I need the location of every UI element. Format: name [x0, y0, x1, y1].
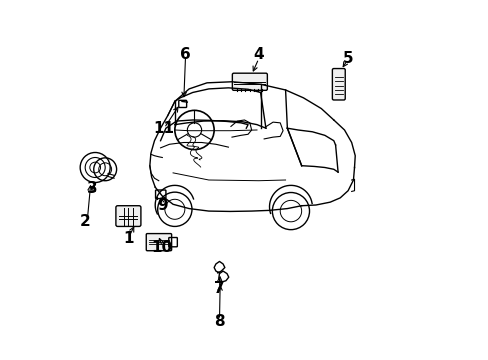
- FancyBboxPatch shape: [116, 206, 141, 226]
- Text: 2: 2: [80, 213, 91, 229]
- FancyBboxPatch shape: [232, 73, 267, 90]
- Text: 4: 4: [253, 48, 264, 63]
- Text: 7: 7: [214, 282, 224, 296]
- FancyBboxPatch shape: [146, 234, 171, 251]
- Text: 8: 8: [214, 314, 224, 329]
- FancyBboxPatch shape: [332, 68, 345, 100]
- Text: 3: 3: [87, 181, 98, 197]
- Text: 1: 1: [123, 231, 133, 247]
- Text: 10: 10: [151, 240, 173, 255]
- Text: 9: 9: [157, 198, 167, 212]
- Text: 6: 6: [180, 48, 190, 63]
- Text: 5: 5: [342, 51, 353, 66]
- Text: 11: 11: [153, 121, 174, 136]
